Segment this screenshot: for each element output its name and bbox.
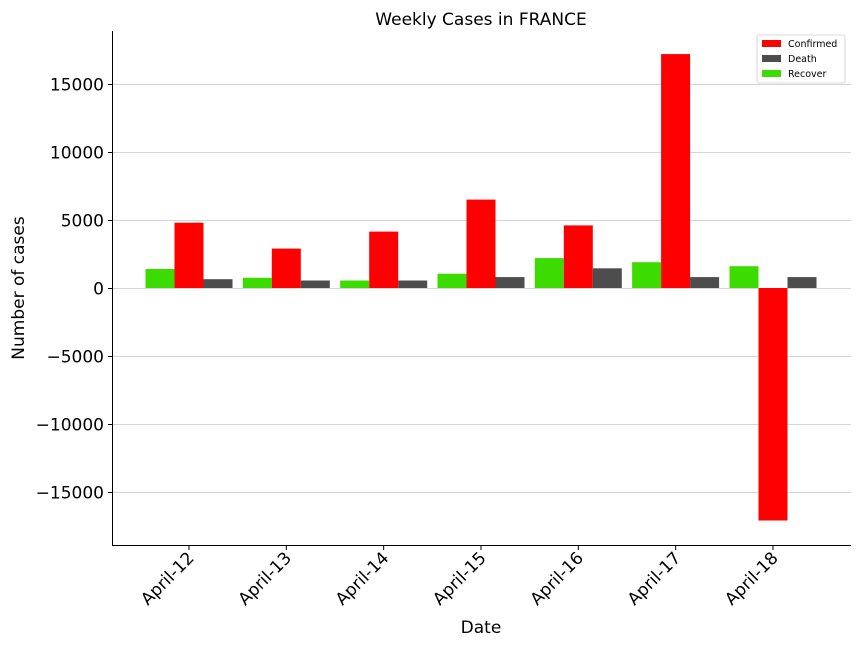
bar-recover-april-14 bbox=[340, 280, 370, 288]
legend-label-death: Death bbox=[788, 54, 817, 65]
x-ticks: April-12 April-13 April-14 April-15 April-16… bbox=[137, 545, 783, 610]
bar-death-april-13 bbox=[300, 280, 330, 288]
x-tick-label: April-16 bbox=[527, 548, 588, 609]
y-tick-label: −5000 bbox=[46, 348, 104, 368]
bar-recover-april-17 bbox=[632, 262, 662, 288]
legend-swatch-confirmed bbox=[762, 40, 781, 47]
chart-title: Weekly Cases in FRANCE bbox=[375, 10, 586, 30]
bar-confirmed-april-17 bbox=[661, 54, 691, 288]
x-tick-label: April-13 bbox=[235, 548, 296, 609]
x-tick-label: April-12 bbox=[137, 548, 198, 609]
y-tick-label: 0 bbox=[93, 280, 104, 300]
bar-death-april-17 bbox=[690, 277, 720, 288]
bar-death-april-16 bbox=[592, 268, 622, 288]
bar-confirmed-april-13 bbox=[271, 248, 301, 288]
y-tick-label: 10000 bbox=[50, 144, 104, 164]
x-tick-label: April-17 bbox=[624, 548, 685, 609]
bar-recover-april-16 bbox=[534, 258, 564, 288]
bar-death-april-18 bbox=[787, 277, 817, 288]
legend-label-confirmed: Confirmed bbox=[788, 39, 837, 50]
bar-recover-april-12 bbox=[145, 269, 175, 288]
bar-confirmed-april-15 bbox=[466, 199, 496, 288]
x-axis-label: Date bbox=[461, 618, 502, 638]
legend-swatch-death bbox=[762, 55, 781, 62]
bar-death-april-12 bbox=[203, 279, 233, 288]
y-tick-label: −10000 bbox=[36, 416, 104, 436]
bar-death-april-14 bbox=[398, 280, 428, 288]
bar-confirmed-april-18 bbox=[758, 288, 788, 521]
legend-label-recover: Recover bbox=[788, 69, 827, 80]
bars bbox=[145, 54, 817, 521]
y-tick-label: −15000 bbox=[36, 484, 104, 504]
x-tick-label: April-18 bbox=[721, 548, 782, 609]
legend-swatch-recover bbox=[762, 70, 781, 77]
bar-recover-april-13 bbox=[242, 277, 272, 288]
bar-confirmed-april-14 bbox=[369, 231, 399, 288]
bar-confirmed-april-16 bbox=[563, 225, 593, 288]
y-axis-label: Number of cases bbox=[9, 216, 29, 360]
legend: Confirmed Death Recover bbox=[756, 34, 846, 84]
x-tick-label: April-15 bbox=[429, 548, 490, 609]
y-ticks: −15000 −10000 −5000 0 5000 10000 15000 bbox=[36, 76, 112, 504]
bar-confirmed-april-12 bbox=[174, 222, 204, 288]
bar-recover-april-18 bbox=[729, 266, 759, 288]
grid-lines bbox=[112, 84, 851, 493]
x-tick-label: April-14 bbox=[332, 548, 393, 609]
bar-death-april-15 bbox=[495, 277, 525, 288]
bar-recover-april-15 bbox=[437, 273, 467, 288]
y-tick-label: 15000 bbox=[50, 76, 104, 96]
y-tick-label: 5000 bbox=[61, 212, 104, 232]
